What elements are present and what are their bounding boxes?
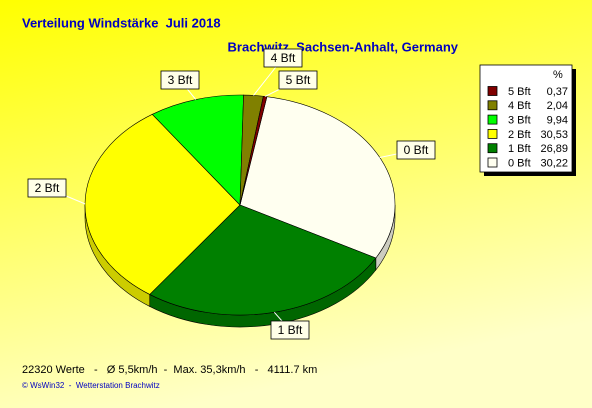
legend-swatch — [487, 157, 498, 168]
legend-swatch — [487, 100, 498, 111]
slice — [239, 95, 268, 206]
legend-label: 5 Bft — [508, 86, 531, 98]
legend-swatch — [487, 114, 498, 125]
legend-label: 1 Bft — [508, 143, 531, 155]
chart-subtitle: Brachwitz, Sachsen-Anhalt, Germany — [228, 39, 459, 54]
slice — [239, 96, 396, 259]
legend-value: 9,94 — [547, 115, 568, 127]
slice-label: 4 Bft — [271, 51, 296, 65]
legend-swatch — [487, 128, 498, 139]
legend-value: 30,22 — [540, 157, 568, 169]
legend-value: 26,89 — [540, 143, 568, 155]
legend-label: 3 Bft — [508, 115, 531, 127]
slice-label: 1 Bft — [278, 323, 303, 337]
legend-value: 2,04 — [547, 100, 568, 112]
slice — [84, 113, 241, 295]
legend-swatch — [487, 143, 498, 154]
legend-value: 30,53 — [540, 129, 568, 141]
slice-label: 2 Bft — [35, 181, 60, 195]
label-box — [160, 70, 200, 90]
legend-swatch — [487, 86, 498, 96]
label-box — [278, 70, 318, 90]
legend-label: 4 Bft — [508, 100, 531, 112]
legend-label: 2 Bft — [508, 129, 531, 141]
label-box — [270, 320, 310, 340]
legend-label: 0 Bft — [508, 157, 531, 169]
footer-note: 22320 Werte - Ø 5,5km/h - Max. 35,3km/h … — [22, 364, 317, 376]
slice-label: 5 Bft — [286, 73, 311, 87]
label-box — [27, 178, 67, 198]
slice-label: 0 Bft — [404, 143, 429, 157]
label-box — [396, 140, 436, 160]
legend-value: 0,37 — [547, 86, 568, 98]
footer-source: © WsWin32 - Wetterstation Brachwitz — [22, 381, 160, 390]
chart-title: Verteilung Windstärke Juli 2018 — [22, 15, 221, 30]
legend-header: % — [553, 69, 563, 81]
slice-label: 3 Bft — [168, 73, 193, 87]
label-box — [263, 48, 303, 68]
